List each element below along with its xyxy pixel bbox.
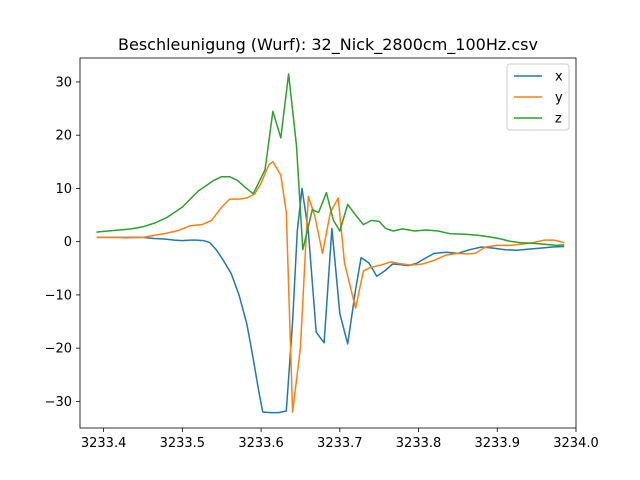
y-tick-label: 30 — [55, 75, 72, 90]
y-axis: −30 −20 −10 0 10 20 30 — [45, 75, 80, 410]
x-tick-label: 3233.6 — [238, 436, 284, 451]
plot-frame — [79, 57, 577, 429]
x-tick-label: 3233.9 — [475, 436, 521, 451]
x-tick-label: 3233.5 — [160, 436, 206, 451]
series-line-z — [96, 73, 565, 251]
x-axis: 3233.4 3233.5 3233.6 3233.7 3233.8 3233.9 3234… — [81, 428, 599, 451]
legend-label-y: y — [555, 91, 563, 106]
legend-label-z: z — [555, 112, 562, 127]
y-tick-label: 0 — [64, 235, 72, 250]
x-tick-label: 3234.0 — [553, 436, 599, 451]
y-tick-label: −10 — [45, 288, 72, 303]
y-tick-label: −20 — [45, 342, 72, 357]
y-tick-label: 10 — [55, 182, 72, 197]
plot-lines — [96, 73, 565, 414]
chart-title: Beschleunigung (Wurf): 32_Nick_2800cm_10… — [118, 35, 538, 55]
legend: xyz — [506, 63, 570, 131]
y-tick-label: −30 — [45, 395, 72, 410]
y-tick-label: 20 — [55, 129, 72, 144]
series-line-y — [96, 161, 565, 413]
x-tick-label: 3233.7 — [317, 436, 363, 451]
x-tick-label: 3233.8 — [396, 436, 442, 451]
x-tick-label: 3233.4 — [81, 436, 127, 451]
legend-label-x: x — [555, 70, 563, 85]
